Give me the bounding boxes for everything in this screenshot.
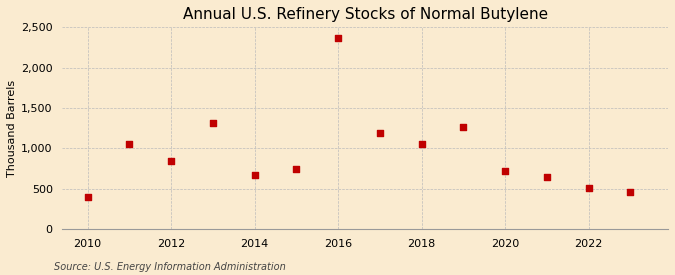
Point bbox=[82, 195, 93, 199]
Point bbox=[291, 167, 302, 172]
Text: Source: U.S. Energy Information Administration: Source: U.S. Energy Information Administ… bbox=[54, 262, 286, 272]
Point bbox=[583, 186, 594, 190]
Point bbox=[333, 35, 344, 40]
Point bbox=[541, 175, 552, 179]
Point bbox=[165, 159, 176, 163]
Point bbox=[625, 190, 636, 194]
Point bbox=[500, 169, 510, 173]
Y-axis label: Thousand Barrels: Thousand Barrels bbox=[7, 80, 17, 177]
Point bbox=[207, 120, 218, 125]
Point bbox=[124, 141, 135, 146]
Point bbox=[416, 141, 427, 146]
Point bbox=[375, 131, 385, 135]
Point bbox=[249, 173, 260, 177]
Title: Annual U.S. Refinery Stocks of Normal Butylene: Annual U.S. Refinery Stocks of Normal Bu… bbox=[183, 7, 548, 22]
Point bbox=[458, 125, 469, 130]
